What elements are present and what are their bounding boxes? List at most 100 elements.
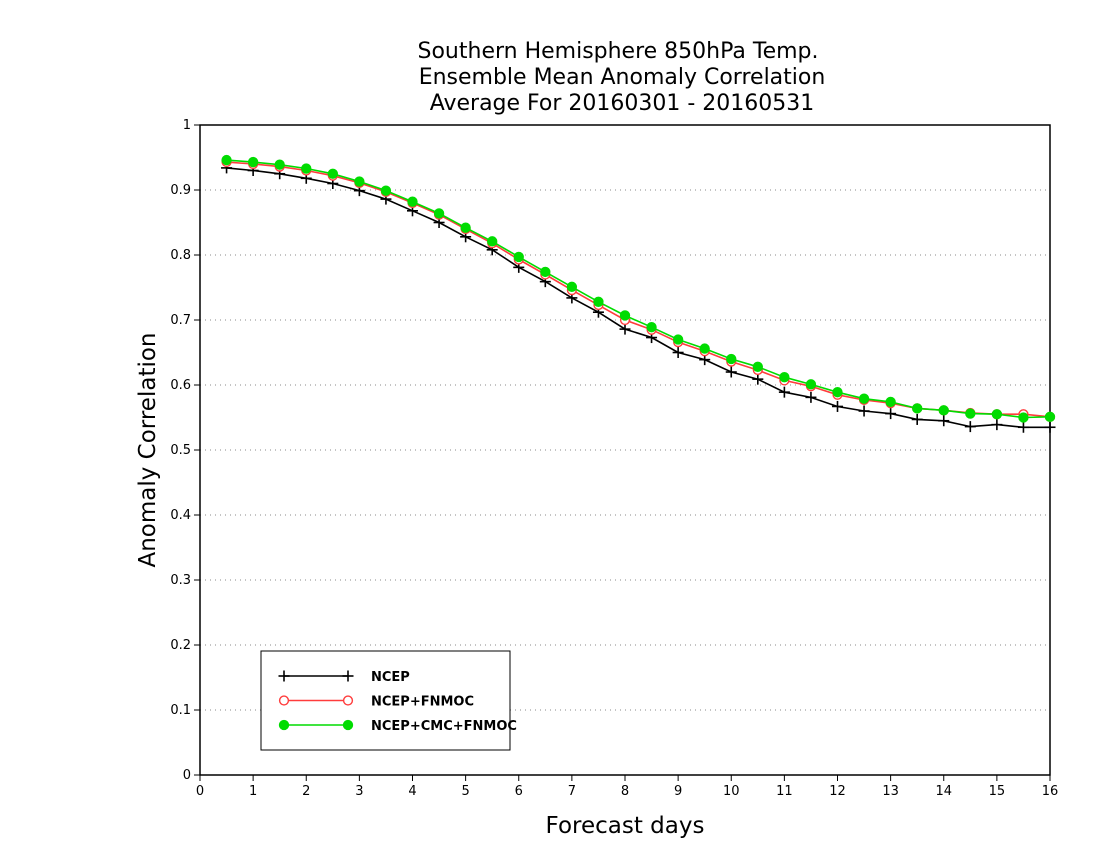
series-ncep — [221, 162, 1056, 433]
legend-label: NCEP — [371, 670, 410, 685]
data-point — [752, 361, 763, 372]
data-point — [566, 281, 578, 293]
y-tick-label: 0.7 — [170, 313, 191, 328]
data-point — [885, 396, 896, 408]
x-tick-label: 8 — [621, 784, 629, 799]
data-point — [646, 321, 657, 333]
series-layer — [221, 154, 1056, 433]
x-tick-label: 16 — [1042, 784, 1059, 799]
data-point — [938, 415, 950, 427]
chart-title: Southern Hemisphere 850hPa Temp. Ensembl… — [418, 39, 826, 116]
data-point — [991, 409, 1003, 420]
data-point — [301, 163, 312, 174]
data-point — [354, 176, 365, 187]
data-point — [885, 408, 897, 420]
data-point — [832, 386, 843, 398]
data-point — [278, 670, 290, 682]
x-tick-label: 15 — [989, 784, 1006, 799]
y-tick-label: 0 — [183, 768, 191, 783]
data-point — [805, 379, 817, 390]
data-point — [278, 719, 290, 731]
y-tick-label: 0.3 — [170, 573, 191, 588]
y-tick-label: 0.5 — [170, 443, 191, 458]
x-axis: 0 1 2 3 4 5 6 7 8 9 10 11 12 13 14 15 16 — [196, 775, 1058, 799]
x-tick-label: 5 — [461, 784, 469, 799]
data-point — [938, 405, 949, 416]
data-point — [725, 366, 737, 378]
data-point — [513, 251, 524, 263]
x-tick-label: 6 — [515, 784, 523, 799]
data-point — [912, 403, 923, 414]
data-point — [342, 695, 354, 706]
data-point — [433, 208, 445, 219]
data-point — [327, 168, 338, 179]
x-tick-label: 14 — [935, 784, 952, 799]
legend-item: NCEP+FNMOC — [278, 695, 474, 710]
y-axis-label: Anomaly Correlation — [135, 332, 161, 567]
data-point — [726, 353, 737, 365]
data-point — [778, 386, 790, 398]
x-tick-label: 11 — [776, 784, 793, 799]
chart-title-line-1: Southern Hemisphere 850hPa Temp. — [418, 39, 819, 64]
data-point — [593, 296, 604, 307]
data-point — [619, 310, 631, 321]
series-ncep-fnmoc — [221, 156, 1056, 422]
x-tick-label: 0 — [196, 784, 204, 799]
series-ncep-cmc-fnmoc — [221, 154, 1056, 423]
data-point — [1017, 421, 1029, 433]
legend-item: NCEP+CMC+FNMOC — [278, 719, 517, 734]
x-tick-label: 3 — [355, 784, 363, 799]
x-tick-label: 1 — [249, 784, 257, 799]
data-point — [991, 419, 1003, 431]
y-tick-label: 0.1 — [170, 703, 191, 718]
data-point — [858, 393, 870, 404]
data-point — [221, 154, 232, 166]
data-point — [487, 236, 498, 247]
x-axis-label: Forecast days — [546, 813, 705, 839]
y-tick-label: 1 — [183, 118, 191, 133]
data-point — [274, 159, 285, 170]
data-point — [672, 334, 684, 345]
legend-item: NCEP — [278, 670, 410, 685]
y-tick-label: 0.4 — [170, 508, 191, 523]
data-point — [407, 196, 418, 207]
data-point — [752, 373, 764, 385]
data-point — [779, 372, 790, 383]
data-point — [247, 156, 259, 168]
series-line — [226, 159, 1051, 419]
y-tick-label: 0.8 — [170, 248, 191, 263]
data-point — [380, 185, 392, 196]
chart-title-line-3: Average For 20160301 - 20160531 — [430, 91, 815, 116]
data-point — [540, 266, 551, 278]
legend-box — [260, 650, 511, 751]
data-point — [460, 222, 471, 233]
grid-lines — [200, 189, 1050, 711]
data-point — [699, 343, 710, 354]
legend-label: NCEP+CMC+FNMOC — [371, 719, 517, 734]
series-line — [226, 167, 1050, 429]
data-point — [805, 391, 817, 403]
data-point — [1044, 421, 1056, 433]
data-point — [965, 408, 976, 419]
data-point — [832, 400, 843, 412]
series-line — [226, 161, 1051, 418]
y-tick-label: 0.9 — [170, 183, 191, 198]
data-point — [1044, 411, 1056, 423]
x-tick-label: 13 — [882, 784, 899, 799]
y-tick-label: 0.2 — [170, 638, 191, 653]
data-point — [278, 695, 290, 706]
y-tick-label: 0.6 — [170, 378, 191, 393]
data-point — [342, 670, 354, 682]
data-point — [911, 413, 923, 425]
data-point — [672, 347, 684, 358]
data-point — [619, 323, 631, 335]
y-axis: 0 0.1 0.2 0.3 0.4 0.5 0.6 0.7 0.8 0.9 1 — [170, 118, 200, 783]
data-point — [1018, 412, 1029, 423]
x-tick-label: 4 — [408, 784, 416, 799]
chart-title-line-2: Ensemble Mean Anomaly Correlation — [419, 65, 826, 90]
data-point — [858, 405, 870, 417]
legend: NCEP NCEP+FNMOC NCEP+CMC+FNMOC — [260, 650, 517, 751]
x-tick-label: 12 — [829, 784, 846, 799]
legend-label: NCEP+FNMOC — [371, 695, 474, 710]
